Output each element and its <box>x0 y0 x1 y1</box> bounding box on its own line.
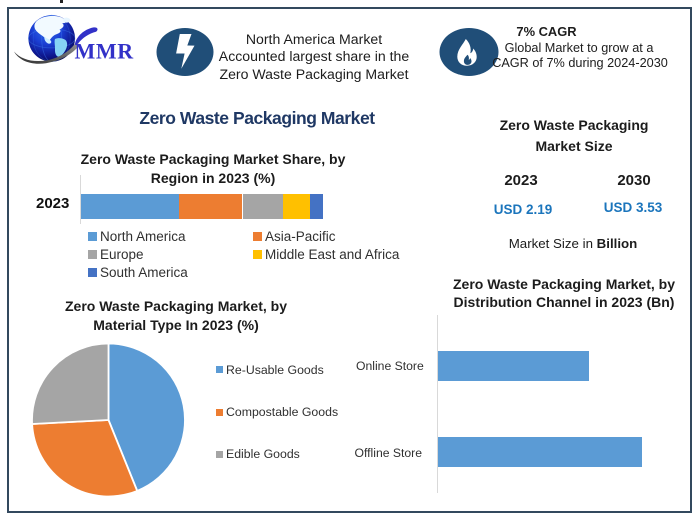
svg-text:MMR: MMR <box>75 39 135 64</box>
